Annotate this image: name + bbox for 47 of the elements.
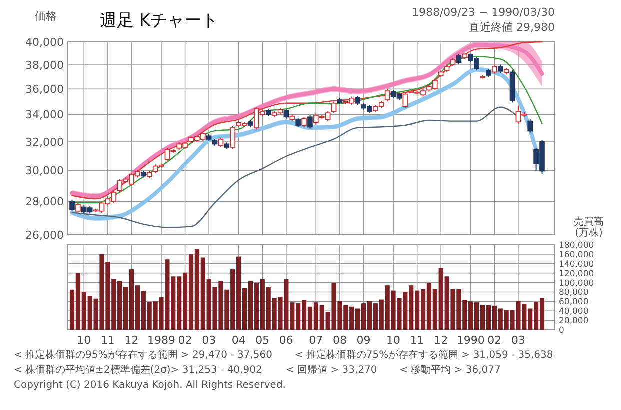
text: < 株価群の平均値±2標準偏差(2σ)> 31,253 - 40,902 (14, 364, 262, 376)
y-tick-label: 30,000 (26, 164, 64, 178)
y-tick-label: 36,000 (26, 83, 64, 96)
x-tick-label: 10 (386, 334, 401, 347)
y-tick-label: 32,000 (26, 136, 64, 149)
y-tick-label: 40,000 (26, 36, 64, 49)
text: Copyright (C) 2016 Kakuya Kojoh. All Rights Reserved. (14, 380, 286, 391)
x-tick-label: 09 (356, 334, 371, 347)
x-tick-label: 1990 (456, 334, 485, 347)
x-tick-label: 12 (124, 334, 139, 347)
y-tick-label: 140,000 (559, 260, 594, 270)
chart-title: 週足 Kチャート (100, 11, 219, 31)
x-tick-label: 07 (309, 334, 324, 347)
x-tick-label: 05 (256, 334, 270, 347)
x-tick-label: 06 (279, 334, 294, 347)
y-axis-title: 価格 (35, 10, 57, 23)
text: < 回帰値 > 33,270 (286, 364, 378, 376)
y-tick-label: 28,000 (26, 196, 64, 209)
x-tick-label: 11 (100, 334, 115, 347)
y-tick-label: 38,000 (26, 58, 64, 72)
y-tick-label: 60,000 (559, 298, 589, 308)
chart-subtitle: 1988/09/23 − 1990/03/30 (412, 6, 555, 19)
text: < 移動平均 > 36,077 (400, 364, 501, 376)
x-tick-label: 10 (77, 334, 92, 347)
text: 直近終値 29,980 (469, 21, 555, 34)
y-tick-label: 20,000 (559, 316, 589, 327)
y-tick-label: 80,000 (559, 288, 589, 298)
y-tick-label: 0 (559, 326, 564, 336)
y-tick-label: 160,000 (559, 250, 594, 260)
x-tick-label: 02 (178, 334, 192, 347)
y-tick-label: 40,000 (559, 307, 589, 318)
y-tick-label: 180,000 (559, 240, 594, 251)
x-tick-label: 08 (332, 334, 347, 347)
x-tick-label: 03 (511, 334, 526, 347)
x-tick-label: 03 (202, 334, 216, 347)
y-tick-label: 120,000 (559, 269, 594, 280)
x-tick-label: 12 (434, 334, 448, 347)
y-tick-label: 100,000 (559, 278, 594, 289)
x-tick-label: 04 (232, 334, 246, 347)
y-tick-label: 34,000 (26, 108, 64, 122)
text: < 推定株価群の95%が存在する範囲 > 29,470 - 37,560 (14, 349, 272, 361)
text: < 推定株価群の75%が存在する範囲 > 31,059 - 35,638 (294, 349, 554, 361)
x-tick-label: 02 (488, 334, 502, 347)
y-tick-label: 26,000 (26, 228, 64, 242)
x-tick-label: 11 (410, 334, 424, 347)
y-axis-title: 売買高 (万株) (574, 216, 604, 239)
x-tick-label: 1989 (147, 334, 176, 347)
